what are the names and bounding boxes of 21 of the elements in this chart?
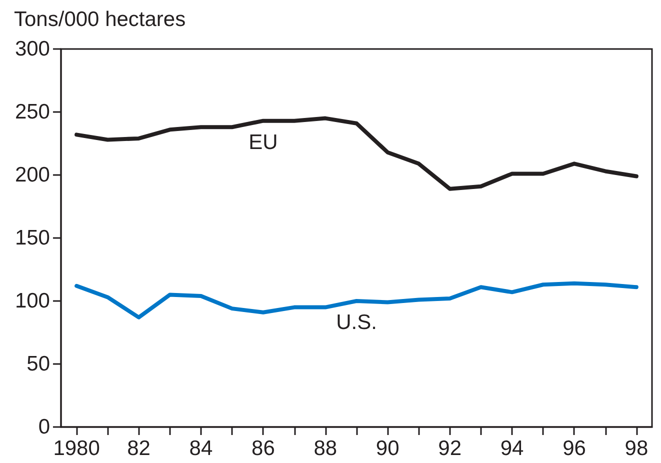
y-tick-label: 50 xyxy=(26,352,50,376)
x-tick-label: 90 xyxy=(376,437,400,460)
x-tick-label: 96 xyxy=(562,437,586,460)
x-tick-label: 88 xyxy=(314,437,338,460)
y-tick-label: 250 xyxy=(14,100,50,124)
y-tick-label: 0 xyxy=(38,416,50,438)
series-label: EU xyxy=(248,130,278,154)
y-tick-label: 100 xyxy=(14,290,50,312)
y-tick-label: 200 xyxy=(14,164,50,186)
x-tick-label: 84 xyxy=(189,437,213,460)
x-tick-label: 94 xyxy=(500,437,524,460)
line-series xyxy=(74,116,638,191)
y-tick-label: 150 xyxy=(14,226,50,250)
x-tick-label: 98 xyxy=(624,437,648,460)
y-tick-label: 300 xyxy=(14,38,50,60)
series-label: U.S. xyxy=(336,311,377,334)
x-tick-label: 82 xyxy=(127,437,150,460)
x-tick-label: 1980 xyxy=(53,437,100,460)
x-tick-label: 92 xyxy=(438,437,462,460)
x-tick-label: 86 xyxy=(252,437,275,460)
y-axis-title: Tons/000 hectares xyxy=(14,8,186,31)
